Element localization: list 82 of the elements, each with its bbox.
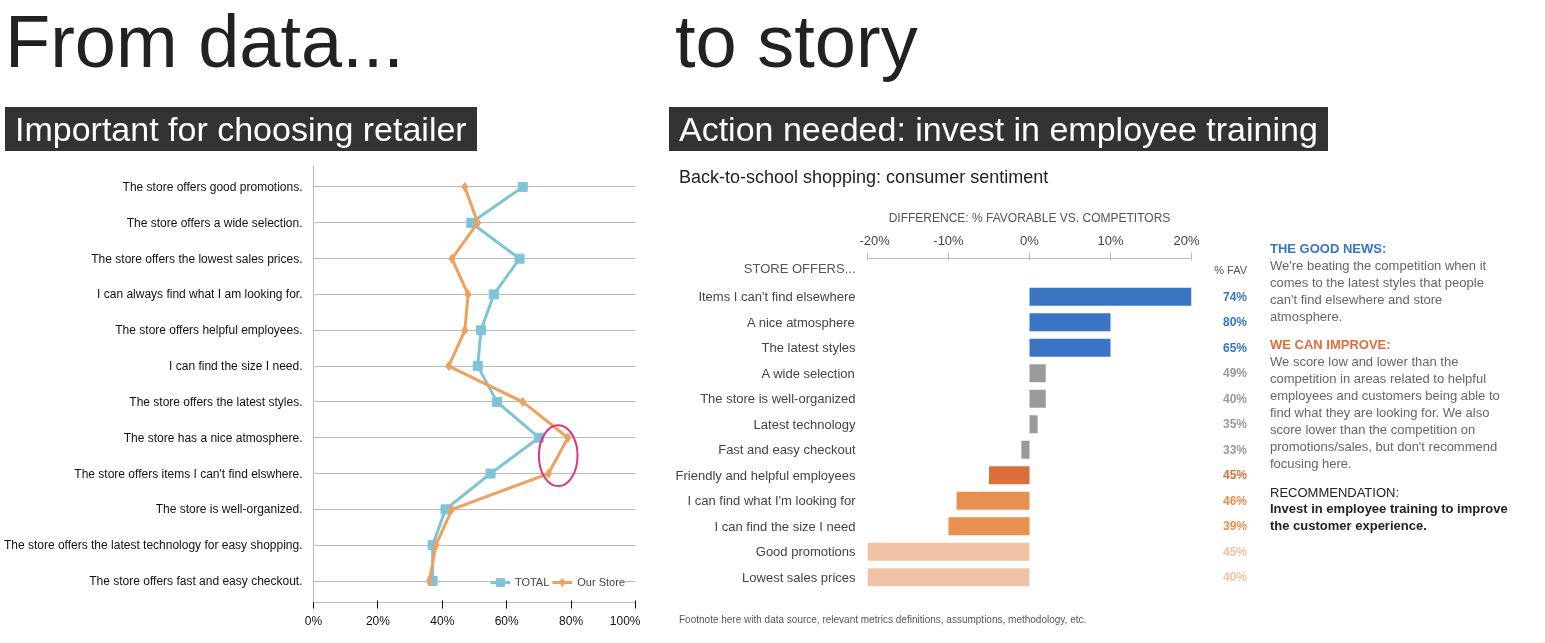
text: % FAV [1214, 264, 1248, 277]
chart-subtitle: Back-to-school shopping: consumer sentiment [678, 166, 1049, 189]
point [432, 540, 440, 551]
x-tick-label: 100% [609, 613, 641, 628]
y-tick-label: Items I can't find elsewhere [698, 289, 856, 305]
x-tick-label: 60% [494, 613, 520, 628]
x-tick-label: 40% [430, 613, 455, 628]
y-tick-label: The store offers helpful employees. [115, 323, 303, 338]
text: 46% [1222, 493, 1248, 508]
text: Footnote here with data source, relevant metrics definitions, assumptions, methodology, etc. [678, 613, 1087, 627]
x-axis-title: DIFFERENCE: % FAVORABLE VS. COMPETITORS [888, 210, 1171, 225]
y-tick-label: The store is well-organized. [155, 502, 303, 517]
text: RECOMMENDATION: [1270, 484, 1401, 502]
text: We're beating the competition when it comes to the latest styles that people can't find elsewhere and store atmosphere. [1270, 257, 1488, 326]
point [448, 504, 456, 515]
point [545, 468, 553, 479]
point [425, 576, 433, 587]
y-tick-label: Lowest sales prices [742, 569, 856, 585]
x-tick-label: 0% [304, 613, 323, 628]
y-tick-label: I can find the size I need. [169, 359, 303, 374]
y-tick-label: The store offers the lowest sales prices. [91, 251, 303, 266]
point [445, 361, 453, 372]
y-tick-label: The latest styles [761, 340, 856, 356]
y-tick-label: A nice atmosphere [747, 314, 855, 330]
y-tick-label: The store offers the latest technology for easy shopping. [3, 538, 303, 553]
chart-title: Action needed: invest in employee training [669, 107, 1328, 151]
point [519, 396, 527, 407]
x-tick-label: 0% [1020, 232, 1040, 248]
chart-title: Important for choosing retailer [5, 107, 477, 151]
point [492, 396, 503, 407]
y-tick-label: Friendly and helpful employees [675, 467, 856, 483]
text: to story [675, 0, 918, 83]
text: 80% [1222, 315, 1248, 330]
y-tick-label: Fast and easy checkout [718, 442, 856, 458]
text: 33% [1222, 442, 1248, 457]
y-tick-label: The store is well-organized [700, 391, 856, 407]
text: 74% [1222, 289, 1248, 304]
text: 40% [1222, 570, 1248, 585]
point [514, 253, 525, 264]
x-tick-label: 20% [1173, 232, 1200, 248]
point [475, 325, 486, 336]
text: 65% [1222, 340, 1248, 355]
text: 49% [1222, 366, 1248, 381]
legend-label: TOTAL [514, 576, 550, 588]
text: WE CAN IMPROVE: [1270, 337, 1392, 355]
y-axis-title: STORE OFFERS... [743, 261, 856, 277]
point [564, 432, 572, 443]
y-tick-label: The store offers the latest styles. [129, 394, 303, 409]
legend-label: Our Store [577, 576, 625, 588]
x-tick-label: 80% [559, 613, 584, 628]
y-tick-label: Latest technology [753, 416, 856, 432]
point [461, 325, 469, 336]
text: THE GOOD NEWS: [1270, 241, 1388, 258]
x-tick-label: 20% [365, 613, 391, 628]
point [474, 217, 482, 228]
text: From data... [5, 0, 404, 83]
y-tick-label: The store offers items I can't find elswhere. [74, 466, 303, 481]
point [461, 181, 469, 192]
point [448, 253, 456, 264]
y-tick-label: The store offers good promotions. [122, 179, 303, 194]
text: 45% [1222, 544, 1248, 559]
point [488, 289, 499, 300]
y-tick-label: The store offers a wide selection. [126, 215, 303, 230]
text: 40% [1222, 391, 1248, 406]
point [472, 361, 483, 372]
text: 45% [1222, 468, 1248, 483]
y-tick-label: The store has a nice atmosphere. [123, 430, 303, 445]
y-tick-label: A wide selection [761, 365, 855, 381]
point [517, 181, 528, 192]
text: 35% [1222, 417, 1248, 432]
y-tick-label: I can always find what I am looking for. [97, 287, 303, 302]
x-tick-label: 10% [1097, 232, 1124, 248]
y-tick-label: I can find what I'm looking for [687, 493, 857, 509]
text: Invest in employee training to improve the customer experience. [1270, 501, 1509, 536]
text: 39% [1222, 519, 1248, 534]
y-tick-label: I can find the size I need [714, 518, 856, 534]
point [485, 468, 496, 479]
text: We score low and lower than the competition in areas related to helpful employees and customers being able to find what they are looking for. We also score lower than the competition on promotions/sales, but don't recommend focusing here. [1270, 354, 1501, 473]
x-tick-label: -10% [933, 232, 965, 248]
x-tick-label: -20% [859, 232, 891, 248]
y-tick-label: Good promotions [755, 544, 856, 560]
y-tick-label: The store offers fast and easy checkout. [89, 574, 303, 589]
